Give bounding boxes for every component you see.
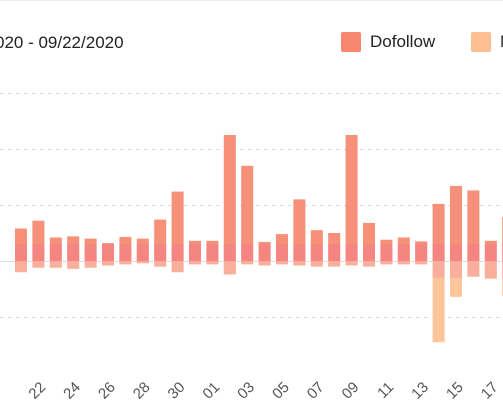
bar-dofollow-base	[241, 244, 254, 261]
bar-dofollow-base	[32, 244, 45, 261]
bar-nofollow-base	[32, 261, 45, 268]
bar-dofollow-base	[84, 244, 97, 261]
bar-nofollow-base	[241, 261, 254, 265]
bar-dofollow-base	[223, 244, 236, 261]
bar-nofollow	[432, 261, 445, 343]
bar-dofollow-base	[258, 244, 271, 261]
bar-nofollow-base	[102, 261, 114, 266]
bar-dofollow	[450, 185, 462, 261]
bar-nofollow-base	[223, 261, 236, 275]
bar-nofollow-base	[363, 261, 375, 267]
x-tick-label: 01	[199, 379, 223, 403]
x-tick-label: 24	[60, 379, 84, 403]
bar-dofollow-base	[484, 244, 497, 261]
bar-nofollow-base	[15, 261, 27, 273]
bar-nofollow-base	[380, 261, 393, 265]
bar-dofollow-base	[154, 244, 167, 261]
bar-dofollow-base	[206, 244, 219, 261]
x-tick-label: 17	[478, 379, 502, 403]
bar-nofollow-base	[119, 261, 132, 265]
bar-dofollow-base	[380, 244, 393, 261]
bar-nofollow-base	[206, 261, 219, 265]
x-tick-label: 13	[408, 379, 432, 403]
bar-nofollow-base	[276, 261, 288, 265]
legend-label-nofollow: N	[500, 32, 503, 52]
bar-dofollow	[241, 165, 254, 261]
legend-swatch-dofollow	[341, 32, 361, 52]
bar-dofollow-base	[450, 244, 462, 261]
bar-nofollow-base	[467, 261, 480, 277]
bar-nofollow-base	[450, 261, 462, 278]
bar-nofollow-base	[189, 261, 201, 265]
bar-dofollow-base	[328, 244, 341, 261]
date-range-label: 020 - 09/22/2020	[0, 33, 124, 52]
bar-dofollow	[345, 135, 358, 261]
bar-dofollow-base	[293, 244, 306, 261]
bar-nofollow-base	[397, 261, 410, 265]
x-tick-label: 03	[234, 379, 258, 403]
bar-nofollow-base	[67, 261, 80, 269]
bar-dofollow-base	[415, 244, 428, 261]
legend-item-nofollow[interactable]: N	[471, 32, 503, 52]
bar-dofollow-base	[171, 244, 184, 261]
x-tick-label: 09	[339, 379, 363, 403]
top-divider	[0, 0, 503, 1]
bar-dofollow	[467, 190, 480, 261]
bar-nofollow-base	[171, 261, 184, 273]
x-tick-label: 07	[304, 379, 328, 403]
x-tick-label: 11	[374, 379, 397, 402]
x-tick-label: 05	[269, 379, 293, 403]
bar-dofollow-base	[363, 244, 375, 261]
bar-nofollow-base	[328, 261, 341, 267]
x-tick-label: 28	[130, 379, 154, 403]
bar-nofollow-base	[432, 261, 445, 278]
legend-label-dofollow: Dofollow	[370, 32, 436, 51]
bar-dofollow-base	[345, 244, 358, 261]
bar-dofollow	[171, 191, 184, 261]
bar-dofollow	[223, 135, 236, 261]
bar-nofollow-base	[84, 261, 97, 268]
bar-dofollow-base	[276, 244, 288, 261]
bar-dofollow-base	[467, 244, 480, 261]
bar-nofollow-base	[136, 261, 149, 264]
bar-dofollow-base	[189, 244, 201, 261]
bar-dofollow-base	[49, 244, 62, 261]
bar-nofollow-base	[345, 261, 358, 266]
bar-nofollow-base	[293, 261, 306, 266]
bar-dofollow-base	[15, 244, 27, 261]
bar-dofollow-base	[119, 244, 132, 261]
x-tick-label: 30	[165, 379, 189, 403]
x-tick-label: 26	[95, 379, 119, 403]
bar-nofollow-base	[310, 261, 323, 267]
bar-nofollow-base	[258, 261, 271, 266]
bar-nofollow-base	[484, 261, 497, 278]
bar-nofollow-base	[415, 261, 428, 265]
bar-dofollow-base	[397, 244, 410, 261]
bar-dofollow-base	[136, 244, 149, 261]
bar-dofollow-base	[102, 244, 114, 261]
x-tick-label: 22	[25, 379, 49, 403]
bar-nofollow-base	[49, 261, 62, 268]
bar-dofollow-base	[432, 244, 445, 261]
bar-dofollow-base	[310, 244, 323, 261]
x-tick-label: 15	[443, 379, 467, 403]
legend-item-dofollow[interactable]: Dofollow	[341, 32, 435, 52]
bar-nofollow-base	[154, 261, 167, 267]
legend-swatch-nofollow	[471, 32, 491, 52]
bar-dofollow-base	[67, 244, 80, 261]
